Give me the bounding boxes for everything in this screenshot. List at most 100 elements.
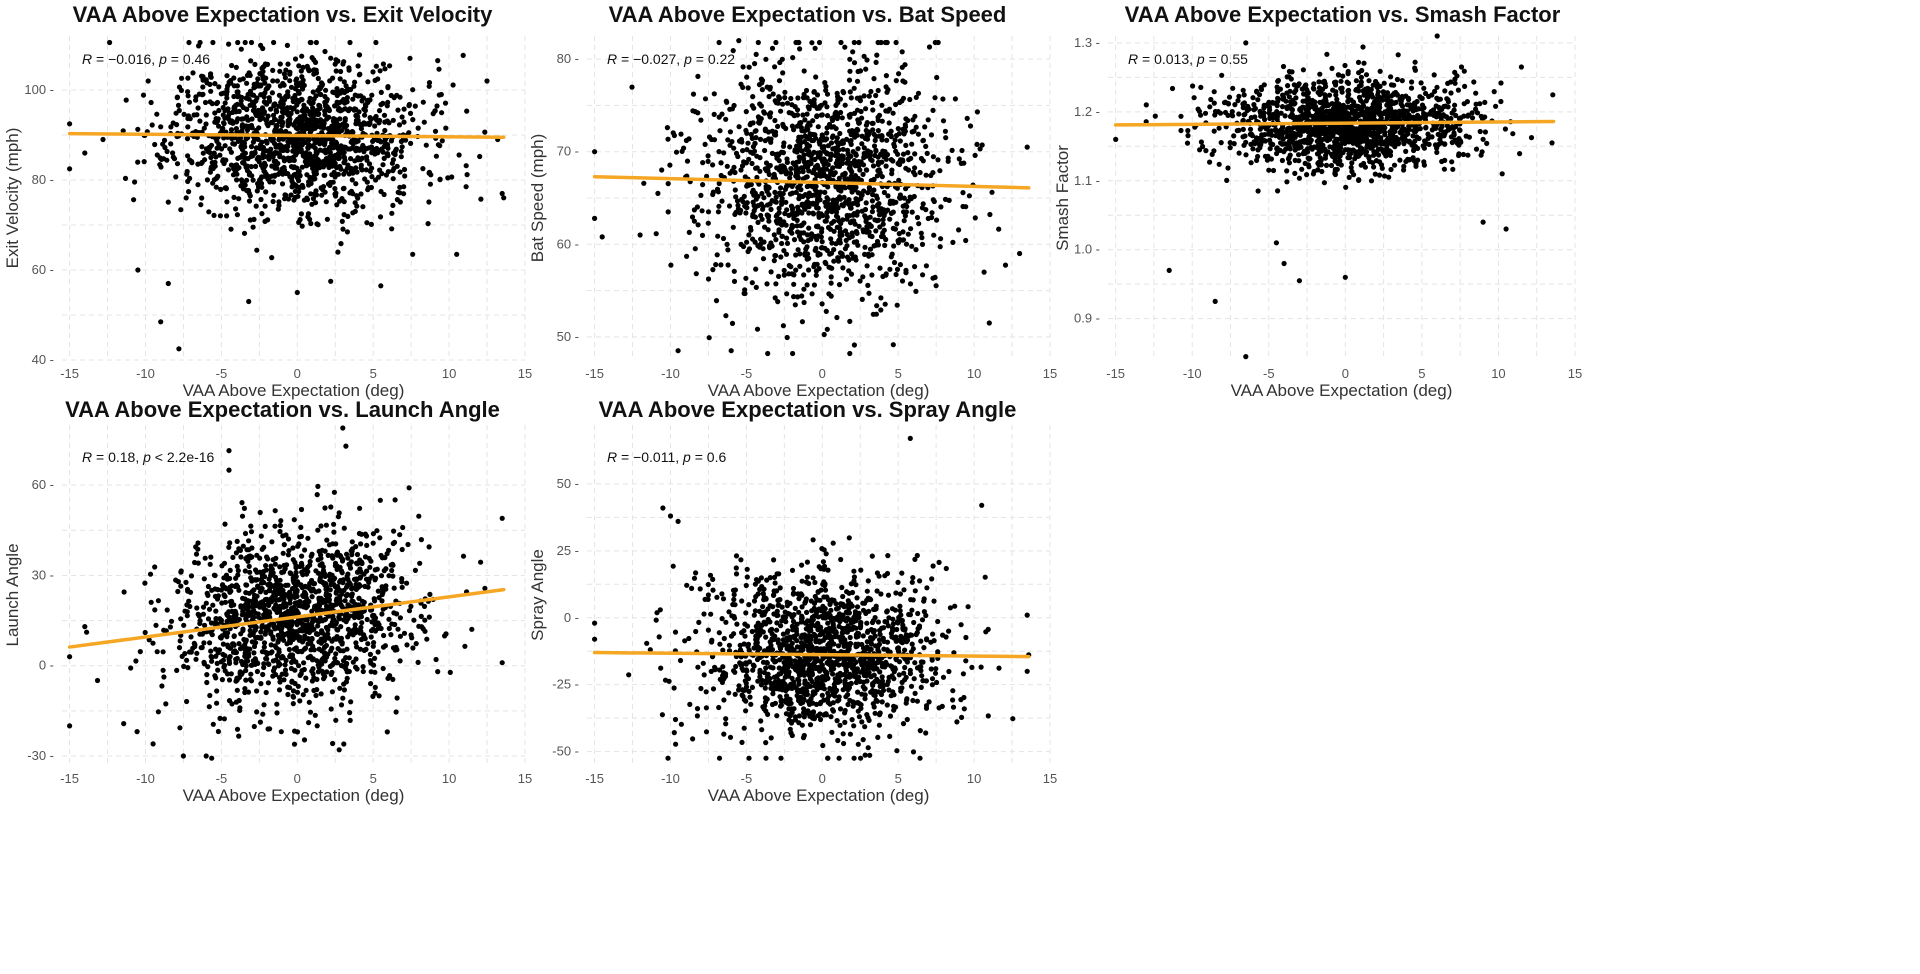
x-tick-label: -10 [661, 366, 680, 381]
data-point [401, 106, 407, 112]
data-point [362, 107, 368, 114]
data-point [1406, 116, 1412, 122]
data-point [1356, 177, 1362, 183]
data-point [913, 94, 919, 100]
data-point [1423, 140, 1430, 147]
data-point [1422, 111, 1428, 118]
data-point [443, 125, 449, 131]
data-point [770, 91, 776, 97]
data-point [883, 163, 889, 169]
data-point [1348, 164, 1354, 171]
data-point [321, 172, 327, 178]
data-point [194, 112, 200, 118]
data-point [328, 55, 334, 61]
data-point [759, 190, 765, 197]
data-point [834, 112, 840, 118]
data-point [740, 64, 746, 70]
data-point [1452, 102, 1458, 108]
data-point [229, 118, 235, 124]
data-point [1439, 106, 1445, 112]
data-point [352, 106, 358, 112]
data-point [1437, 137, 1443, 143]
data-point [736, 38, 742, 44]
data-point [758, 236, 764, 242]
data-point [131, 197, 137, 203]
data-point [1222, 109, 1229, 116]
data-point [686, 229, 692, 235]
data-point [731, 278, 738, 284]
data-point [773, 100, 779, 106]
data-point [393, 146, 399, 152]
data-point [762, 138, 768, 144]
y-tick-label: 70 - [557, 144, 579, 159]
data-point [934, 217, 940, 223]
data-point [772, 189, 778, 195]
data-point [1445, 80, 1451, 86]
data-point [463, 184, 469, 190]
data-point [261, 640, 268, 646]
data-point [209, 160, 215, 166]
data-point [185, 115, 191, 122]
data-point [1404, 108, 1410, 114]
data-point [918, 155, 924, 162]
data-point [319, 192, 325, 198]
data-point [154, 152, 160, 158]
data-point [1454, 140, 1460, 146]
data-point [816, 266, 822, 272]
data-point [792, 302, 798, 308]
data-point [880, 230, 886, 236]
data-point [725, 137, 731, 143]
data-point [357, 71, 363, 77]
data-point [247, 88, 253, 94]
data-point [1245, 106, 1251, 112]
data-point [737, 210, 743, 216]
x-tick-label: 0 [294, 366, 301, 381]
data-point [501, 195, 507, 201]
data-point [294, 109, 300, 115]
data-point [1498, 98, 1504, 105]
data-point [312, 176, 318, 182]
data-point [1408, 85, 1415, 91]
data-point [870, 107, 876, 113]
data-point [261, 164, 267, 170]
data-point [752, 214, 758, 220]
data-point [401, 184, 407, 190]
data-point [1287, 152, 1293, 158]
y-tick-label: 0.9 - [1074, 311, 1100, 326]
y-tick-label: 80 - [32, 172, 54, 187]
data-point [279, 118, 285, 124]
data-point [355, 63, 361, 69]
data-point [789, 222, 795, 228]
data-point [185, 75, 191, 81]
data-point [1448, 115, 1454, 122]
data-point [216, 123, 222, 129]
regression-line [592, 174, 1031, 190]
data-point [332, 103, 338, 109]
data-point [919, 241, 926, 247]
data-point [1258, 140, 1264, 146]
data-point [318, 691, 324, 697]
data-point [1274, 146, 1280, 152]
data-point [477, 153, 483, 160]
data-point [772, 117, 778, 124]
data-point [1330, 132, 1336, 138]
data-point [804, 254, 811, 260]
data-point [283, 128, 289, 135]
data-point [1211, 148, 1217, 154]
data-point [771, 232, 777, 238]
data-point [1502, 126, 1508, 132]
data-point [315, 157, 321, 163]
data-point [1248, 160, 1254, 166]
data-point [748, 131, 754, 138]
data-point [426, 169, 432, 175]
data-point [203, 77, 209, 83]
data-point [148, 99, 154, 106]
x-tick-label: 15 [518, 366, 532, 381]
data-point [940, 96, 946, 102]
data-point [1434, 84, 1440, 90]
data-point [300, 108, 307, 114]
data-point [885, 108, 891, 114]
data-point [1436, 110, 1442, 116]
data-point [188, 634, 194, 640]
data-point [710, 189, 716, 195]
